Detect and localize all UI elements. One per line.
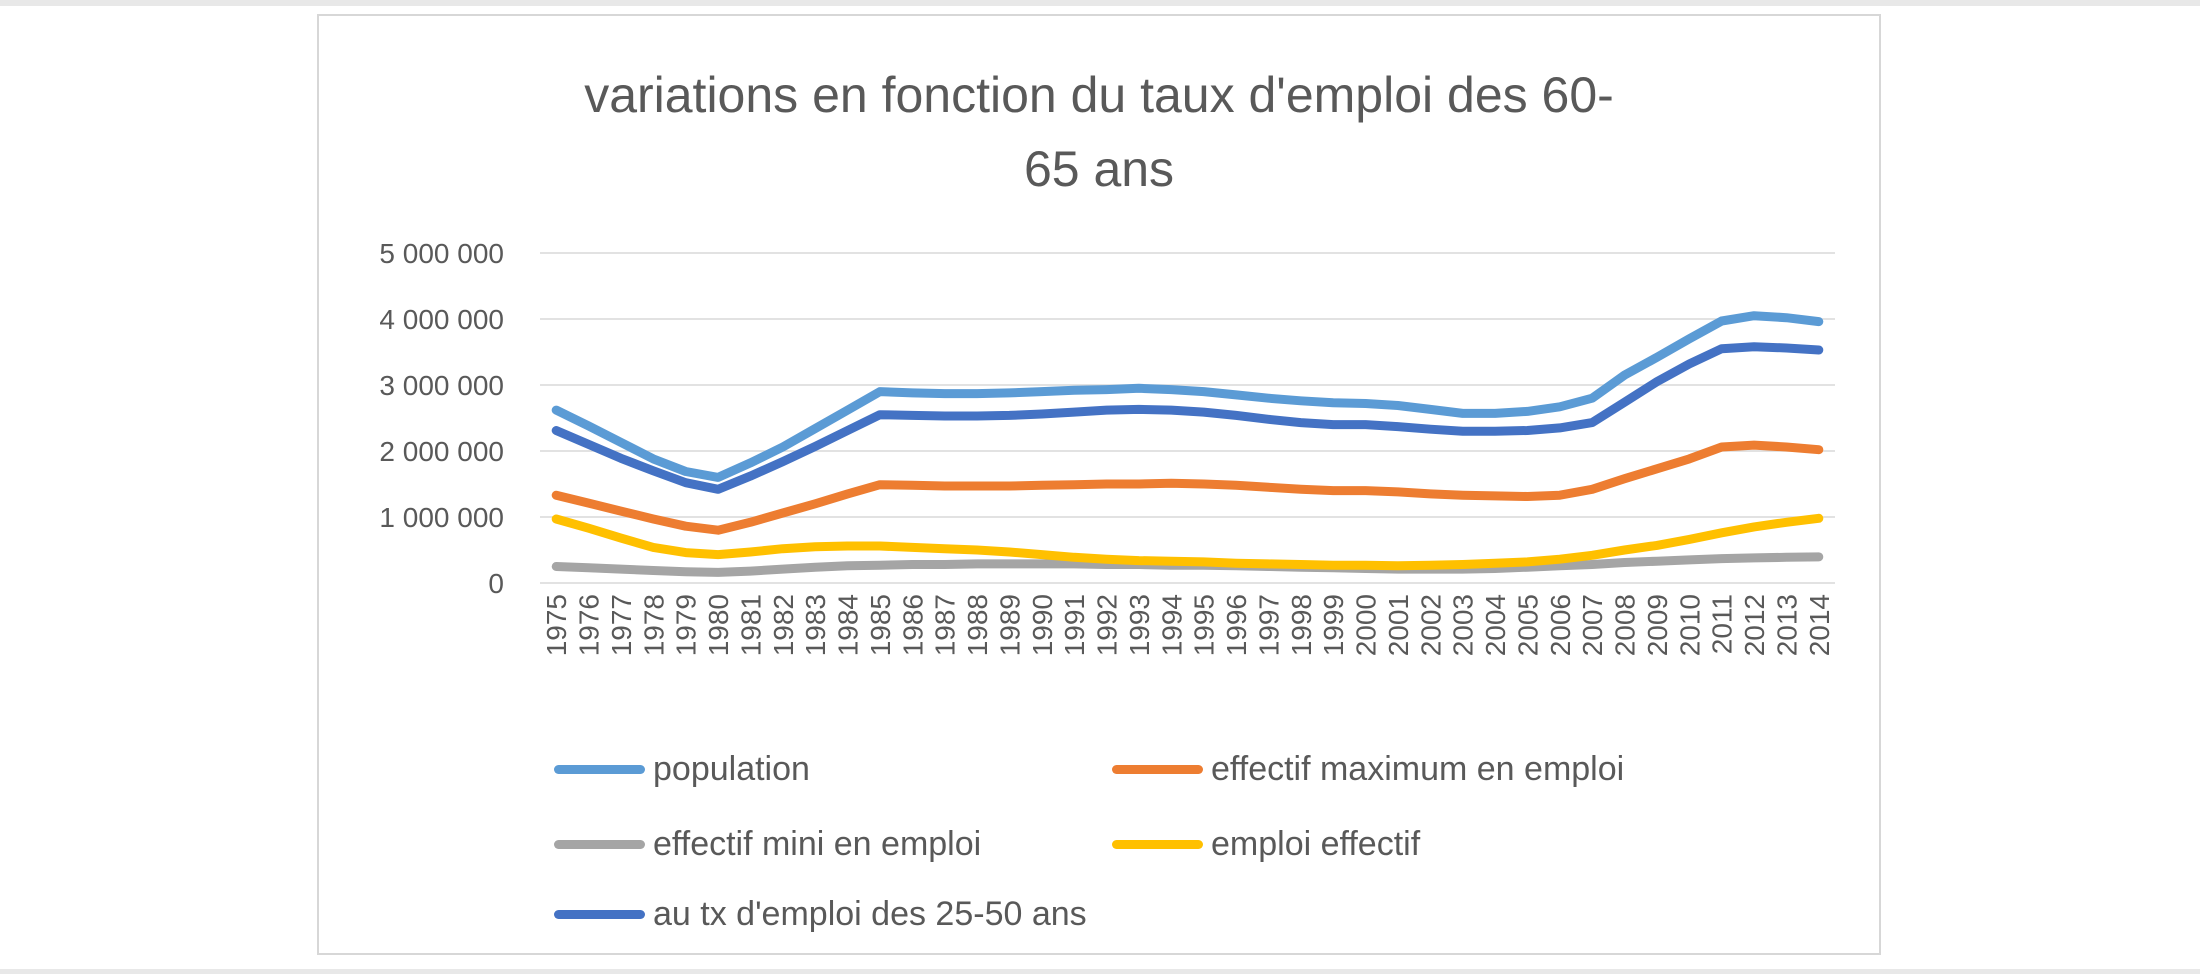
x-axis-tick-label: 2014 bbox=[1804, 594, 1835, 656]
chart-title: variations en fonction du taux d'emploi … bbox=[319, 58, 1879, 206]
y-axis-tick-label: 4 000 000 bbox=[379, 304, 504, 335]
x-axis-tick-label: 1997 bbox=[1253, 594, 1284, 656]
series-line-effectif-maximum-en-emploi bbox=[551, 440, 1824, 535]
x-axis-tick-label: 1976 bbox=[574, 594, 605, 656]
x-axis-tick-label: 1995 bbox=[1189, 594, 1220, 656]
x-axis-tick-label: 2001 bbox=[1383, 594, 1414, 656]
x-axis-tick-label: 2013 bbox=[1771, 594, 1802, 656]
x-axis-tick-label: 1979 bbox=[671, 594, 702, 656]
y-axis-tick-label: 2 000 000 bbox=[379, 436, 504, 467]
x-axis-tick-label: 2005 bbox=[1512, 594, 1543, 656]
x-axis-tick-label: 1977 bbox=[606, 594, 637, 656]
chart-frame[interactable]: variations en fonction du taux d'emploi … bbox=[317, 14, 1881, 955]
y-axis-tick-label: 1 000 000 bbox=[379, 502, 504, 533]
x-axis-tick-label: 1993 bbox=[1124, 594, 1155, 656]
x-axis-tick-label: 1998 bbox=[1286, 594, 1317, 656]
x-axis-tick-label: 2003 bbox=[1448, 594, 1479, 656]
y-axis-tick-label: 3 000 000 bbox=[379, 370, 504, 401]
window-top-edge bbox=[0, 0, 2200, 6]
x-axis-tick-label: 2011 bbox=[1707, 594, 1738, 654]
x-axis-tick-label: 2009 bbox=[1642, 594, 1673, 656]
x-axis-tick-label: 1981 bbox=[735, 594, 766, 656]
x-axis-tick-label: 2004 bbox=[1480, 594, 1511, 656]
x-axis-tick-label: 1991 bbox=[1059, 594, 1090, 656]
x-axis-tick-label: 1984 bbox=[833, 594, 864, 656]
x-axis-tick-label: 1982 bbox=[768, 594, 799, 656]
y-axis-tick-label: 5 000 000 bbox=[379, 238, 504, 269]
x-axis-tick-label: 1989 bbox=[994, 594, 1025, 656]
x-axis-tick-label: 1988 bbox=[962, 594, 993, 656]
x-axis-tick-label: 1983 bbox=[800, 594, 831, 656]
x-axis-tick-label: 1994 bbox=[1156, 594, 1187, 656]
x-axis-tick-label: 1985 bbox=[865, 594, 896, 656]
x-axis-tick-label: 2008 bbox=[1610, 594, 1641, 656]
x-axis-tick-label: 1980 bbox=[703, 594, 734, 656]
x-axis-tick-label: 2006 bbox=[1545, 594, 1576, 656]
x-axis-tick-label: 1975 bbox=[541, 594, 572, 656]
window-bottom-edge bbox=[0, 969, 2200, 974]
x-axis-tick-label: 1978 bbox=[638, 594, 669, 656]
x-axis-tick-label: 1986 bbox=[897, 594, 928, 656]
chart-title-line2: 65 ans bbox=[1023, 141, 1175, 197]
y-axis-tick-label: 0 bbox=[488, 568, 504, 599]
x-axis-tick-label: 1992 bbox=[1092, 594, 1123, 656]
x-axis-tick-label: 2000 bbox=[1351, 594, 1382, 656]
x-axis-tick-label: 1990 bbox=[1027, 594, 1058, 656]
x-axis-tick-label: 2010 bbox=[1674, 594, 1705, 656]
chart-title-line1: variations en fonction du taux d'emploi … bbox=[584, 67, 1614, 123]
x-axis-tick-label: 1996 bbox=[1221, 594, 1252, 656]
series-line-population bbox=[551, 311, 1824, 482]
x-axis-tick-label: 2007 bbox=[1577, 594, 1608, 656]
x-axis-tick-label: 2002 bbox=[1415, 594, 1446, 656]
series-line-au-tx-d-emploi-des-25-50-ans bbox=[551, 342, 1824, 494]
x-axis-tick-label: 1987 bbox=[930, 594, 961, 656]
series-line-emploi-effectif bbox=[551, 513, 1824, 571]
x-axis-tick-label: 2012 bbox=[1739, 594, 1770, 656]
chart-plot-area: 5 000 000 4 000 000 3 000 000 2 000 000 1 00… bbox=[379, 238, 1835, 656]
x-axis-tick-label: 1999 bbox=[1318, 594, 1349, 656]
